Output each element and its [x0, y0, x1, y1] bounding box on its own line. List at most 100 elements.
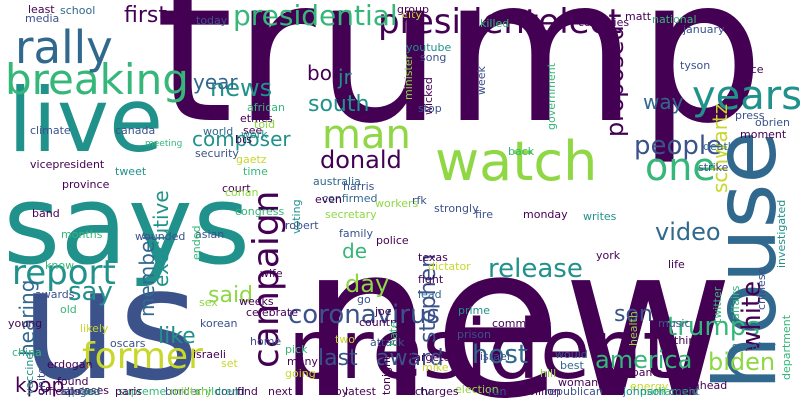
word-matt: matt [625, 10, 652, 23]
word-african: african [247, 101, 285, 114]
word-proposed: proposed [601, 25, 629, 137]
word-chinese: chinese [755, 267, 768, 310]
word-security: security [195, 147, 239, 160]
word-tv: tv [420, 385, 431, 398]
word-bts: bts [235, 133, 252, 146]
word-cases: cases [78, 384, 109, 397]
word-find: find [237, 385, 258, 398]
word-military: military [170, 385, 212, 398]
word-alleged: alleged [60, 385, 100, 398]
word-court: court [222, 182, 251, 195]
word-president: president [288, 303, 675, 398]
word-oscars: oscars [110, 337, 146, 350]
word-investigated: investigated [775, 200, 788, 268]
word-york: york [596, 249, 621, 262]
word-ended: ended [190, 226, 203, 260]
word-presidential: presidential [233, 0, 398, 32]
word-united: united [35, 360, 48, 395]
word-officials: officials [38, 385, 80, 398]
word-press: press [735, 109, 765, 122]
word-meeting: meeting [145, 139, 182, 149]
word-years: years [692, 73, 800, 119]
word-says: says [3, 161, 250, 289]
word-stephen: stephen [416, 254, 441, 343]
word-least: least [28, 3, 55, 16]
word-member: member [135, 232, 159, 317]
word-canada: canada [115, 124, 155, 137]
word-city: city [402, 8, 422, 21]
word-election: election [455, 383, 499, 396]
word-family: family [339, 227, 373, 240]
word-baby: baby [321, 385, 349, 398]
word-two: two [335, 333, 355, 346]
word-conan: conan [225, 186, 258, 199]
word-rally: rally [15, 21, 113, 74]
word-campaign: campaign [246, 190, 287, 368]
word-congress: congress [235, 205, 285, 218]
word-breaking: breaking [5, 55, 189, 104]
word-new: new [300, 200, 734, 400]
word-release: release [488, 254, 583, 284]
word-pick: pick [285, 343, 308, 356]
word-back: back [508, 145, 535, 158]
word-media: media [25, 12, 59, 25]
word-minister: minister [402, 54, 415, 100]
word-first: first [124, 3, 167, 28]
word-video: video [655, 218, 721, 246]
word-committee: committee [492, 317, 552, 330]
word-energy: energy [630, 380, 669, 393]
word-obama: obama [625, 366, 663, 379]
word-set: set [221, 357, 238, 370]
word-son: son [614, 302, 653, 327]
word-know: know [45, 259, 74, 272]
word-erdogan: erdogan [47, 358, 93, 371]
word-square: square [62, 385, 100, 398]
word-young: young [8, 317, 42, 330]
word-house: house [696, 131, 796, 390]
word-harris: harris [343, 180, 375, 193]
word-go: go [357, 293, 371, 306]
word-old: old [60, 303, 77, 316]
word-next: next [268, 385, 293, 398]
word-department: department [780, 314, 793, 380]
word-award: award [376, 346, 444, 371]
word-group: group [397, 3, 429, 16]
word-tonight: tonight [380, 355, 393, 395]
word-us: us [20, 234, 199, 400]
word-republican: republican [545, 385, 603, 398]
word-australia: australia [313, 175, 361, 188]
word-woman: woman [558, 376, 598, 389]
word-covid: covid [669, 385, 698, 398]
word-robert: robert [285, 219, 319, 232]
word-time: time [243, 165, 268, 178]
word-likely: likely [80, 322, 109, 335]
word-youtube: youtube [406, 41, 451, 54]
word-found: found [57, 375, 89, 388]
word-fight: fight [418, 273, 444, 286]
word-today: today [196, 14, 228, 27]
word-biden: biden [708, 348, 775, 376]
word-white: white [737, 281, 767, 352]
word-south: south [308, 92, 369, 117]
word-like: like [158, 324, 196, 349]
word-hearing: hearing [15, 280, 39, 356]
word-voting: voting [290, 199, 303, 234]
word-boy: boy [307, 61, 344, 85]
word-death: death [703, 140, 735, 153]
word-wounded: wounded [135, 230, 185, 243]
word-going: going [285, 367, 316, 380]
word-speaker: speaker [732, 340, 776, 353]
word-said: said [208, 283, 253, 308]
word-jr: jr [337, 65, 353, 89]
word-school: school [60, 4, 95, 17]
word-weeks: weeks [239, 295, 274, 308]
word-countries: countries [578, 16, 629, 29]
word-trumps: trumps [667, 312, 760, 342]
word-tweet: tweet [115, 165, 147, 178]
word-ahead: ahead [693, 379, 727, 392]
word-prison: prison [457, 328, 491, 341]
word-lead: lead [418, 288, 442, 301]
word-world: world [203, 125, 233, 138]
word-say: say [68, 277, 113, 307]
